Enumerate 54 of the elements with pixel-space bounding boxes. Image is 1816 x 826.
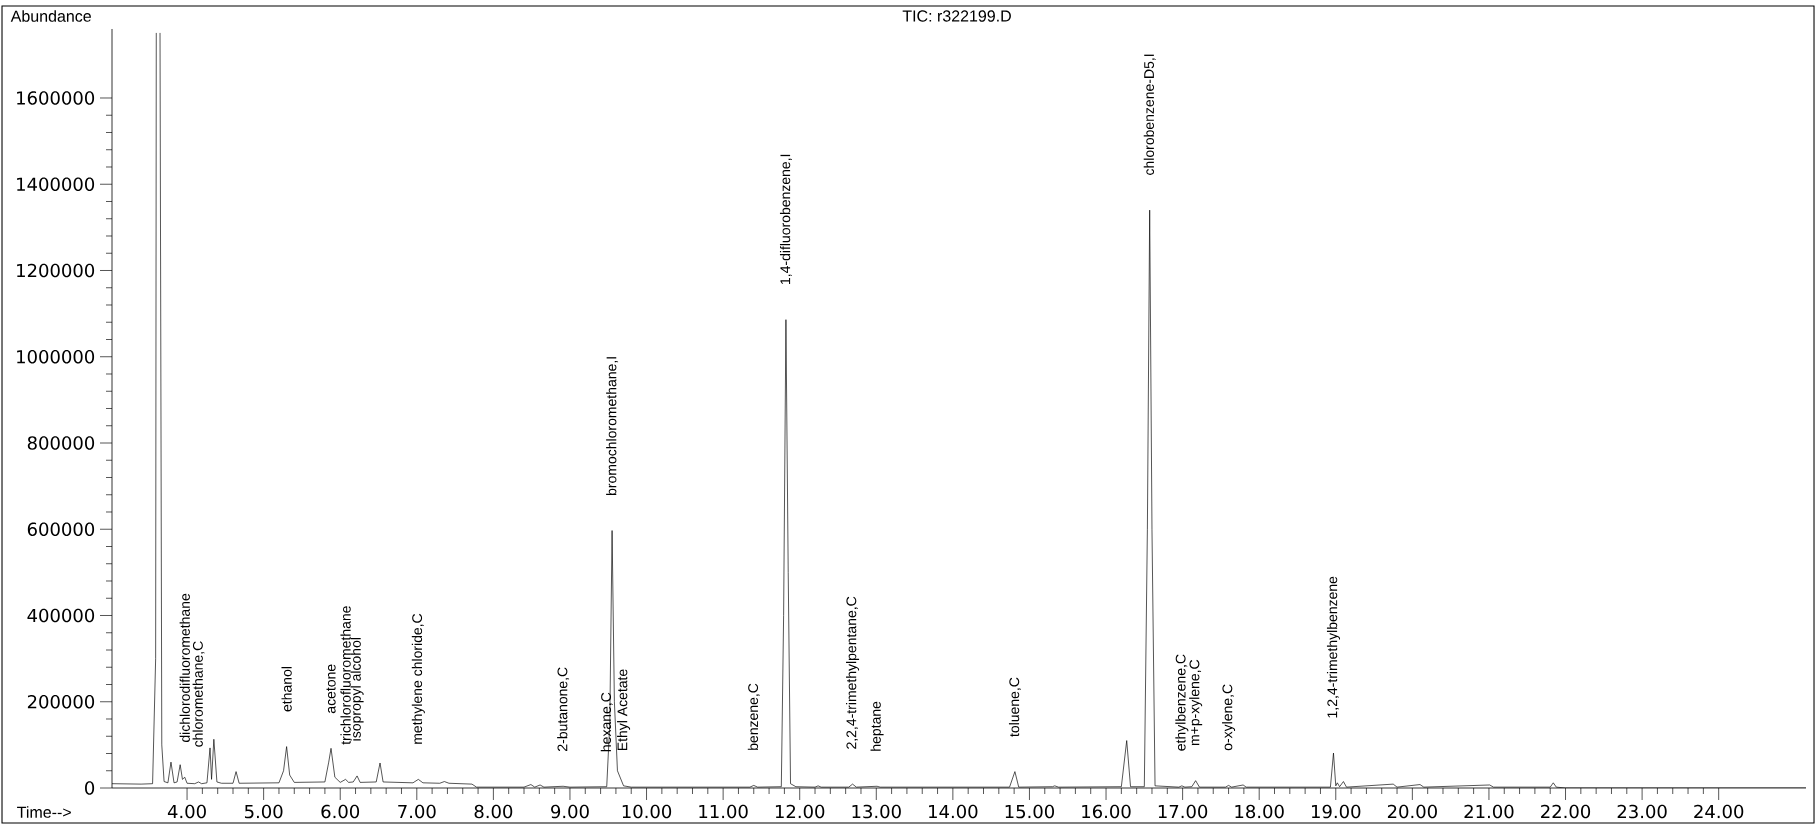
y-tick-label: 200000	[27, 694, 95, 709]
y-tick-label: 1600000	[17, 91, 95, 105]
y-tick-label: 600000	[27, 522, 95, 537]
annotation: bromochloromethane,I	[606, 357, 619, 496]
annotation: toluene,C	[1008, 677, 1021, 737]
y-tick-label: 0	[85, 781, 95, 795]
annotation: hexane,C	[600, 692, 613, 752]
annotation: benzene,C	[747, 683, 760, 750]
annotation: ethanol	[281, 667, 292, 712]
x-tick-label: 9.00	[551, 804, 589, 819]
x-tick-label: 11.00	[699, 804, 748, 819]
x-tick-label: 21.00	[1464, 804, 1514, 819]
x-tick-label: 7.00	[398, 804, 436, 819]
annotation: heptane	[870, 701, 884, 751]
x-tick-label: 5.00	[244, 804, 283, 819]
chart-title: TIC: r322199.D	[902, 10, 1011, 22]
y-tick-label: 800000	[27, 436, 95, 450]
y-tick-label: 400000	[27, 608, 95, 623]
x-tick-label: 6.00	[321, 804, 360, 819]
annotation: isopropyl alcohol	[350, 638, 364, 741]
x-tick-label: 22.00	[1541, 804, 1591, 819]
x-tick-label: 4.00	[167, 804, 206, 819]
y-tick-label: 1000000	[17, 349, 95, 364]
x-tick-label: 17.00	[1158, 804, 1208, 819]
annotation: m+p-xylene,C	[1189, 659, 1203, 746]
y-axis-title: Abundance	[10, 10, 91, 22]
x-axis-title: Time-->	[17, 806, 71, 818]
y-tick-label: 1200000	[17, 263, 95, 278]
annotation: chloromethane,C	[192, 641, 205, 747]
x-tick-label: 8.00	[474, 804, 513, 819]
annotation: chlorobenzene-D5,I	[1143, 54, 1156, 175]
x-tick-label: 24.00	[1694, 804, 1744, 819]
annotation: o-xylene,C	[1222, 684, 1236, 751]
annotation: acetone	[326, 664, 336, 714]
annotation: 1,4-difluorobenzene,I	[779, 154, 792, 284]
annotation: dichlorodifluoromethane	[179, 593, 190, 743]
x-tick-label: 12.00	[775, 804, 825, 819]
x-tick-label: 10.00	[622, 804, 672, 819]
x-tick-label: 16.00	[1082, 804, 1131, 819]
x-tick-label: 23.00	[1617, 804, 1667, 819]
annotation: methylene chloride,C	[411, 613, 425, 744]
annotation: Ethyl Acetate	[617, 669, 631, 751]
x-tick-label: 14.00	[929, 804, 978, 819]
x-tick-label: 18.00	[1235, 804, 1284, 819]
annotation: 1,2,4-trimethylbenzene	[1326, 576, 1341, 718]
y-tick-label: 1400000	[17, 177, 95, 192]
annotation: ethylbenzene,C	[1175, 654, 1189, 751]
annotation: trichlorofluoromethane	[340, 606, 351, 745]
x-tick-label: 15.00	[1005, 804, 1055, 819]
x-tick-label: 13.00	[852, 804, 901, 819]
annotation: 2,2,4-trimethylpentane,C	[846, 596, 860, 749]
annotation: 2-butanone,C	[557, 667, 570, 751]
x-tick-label: 19.00	[1312, 804, 1361, 819]
x-tick-label: 20.00	[1387, 804, 1437, 819]
